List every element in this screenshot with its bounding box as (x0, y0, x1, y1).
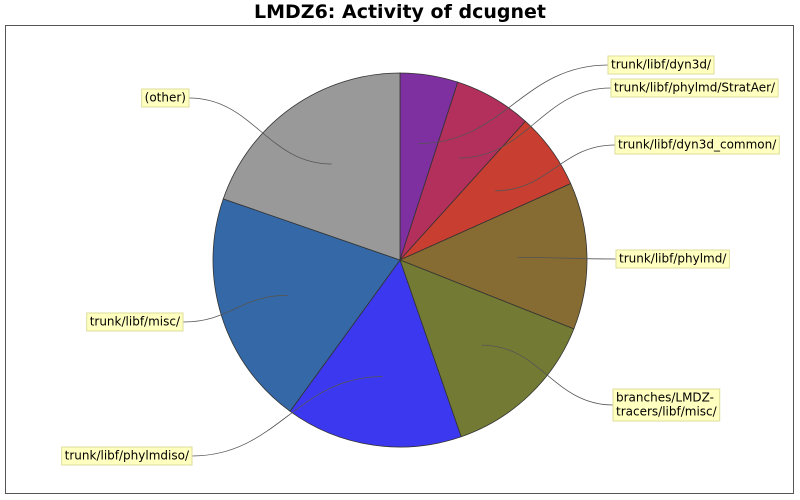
leader-line (517, 257, 617, 260)
slice-label-text: trunk/libf/phylmd/ (619, 252, 727, 266)
slice-label: trunk/libf/dyn3d_common/ (614, 135, 780, 155)
slice-label-box (614, 135, 780, 155)
leader-line (188, 97, 332, 165)
slice-label-box (610, 78, 779, 98)
slice-label: (other) (141, 88, 190, 108)
leader-line (191, 376, 383, 457)
pie-slice (212, 198, 401, 412)
chart-title: LMDZ6: Activity of dcugnet (254, 1, 546, 23)
pie-slice (399, 259, 575, 438)
leader-lines (182, 64, 617, 457)
leader-line (481, 344, 614, 406)
slice-label-text: trunk/libf/phylmd/StratAer/ (614, 81, 776, 95)
slice-label-box (615, 249, 730, 269)
plot-frame (5, 25, 794, 494)
leader-line (495, 144, 616, 192)
slice-label: trunk/libf/phylmd/StratAer/ (610, 78, 779, 98)
pie-slice (222, 72, 401, 261)
slice-label-box (61, 446, 193, 466)
slice-label-text: branches/LMDZ- (616, 391, 714, 405)
pie-slice (289, 259, 462, 448)
slice-label-text: trunk/libf/dyn3d/ (611, 58, 712, 72)
slice-label: trunk/libf/misc/ (86, 312, 184, 332)
leader-line (182, 294, 288, 323)
slice-label: branches/LMDZ-tracers/libf/misc/ (612, 388, 721, 422)
slice-label-box (612, 388, 721, 422)
slice-label-text: trunk/libf/phylmdiso/ (65, 449, 190, 463)
slice-label-text: tracers/libf/misc/ (616, 405, 718, 419)
slice-label-text: trunk/libf/dyn3d_common/ (618, 138, 777, 152)
slice-labels: trunk/libf/dyn3d/trunk/libf/phylmd/Strat… (61, 55, 780, 466)
leader-line (458, 87, 612, 159)
leader-line (418, 64, 609, 144)
slice-label-box (607, 55, 715, 75)
slice-label-box (86, 312, 184, 332)
slice-label: trunk/libf/dyn3d/ (607, 55, 715, 75)
slice-label-text: (other) (145, 91, 186, 105)
pie-slices (212, 72, 588, 448)
slice-label: trunk/libf/phylmdiso/ (61, 446, 193, 466)
slice-label-box (141, 88, 190, 108)
slice-label: trunk/libf/phylmd/ (615, 249, 730, 269)
pie-slice (398, 183, 588, 330)
slice-label-text: trunk/libf/misc/ (90, 315, 181, 329)
